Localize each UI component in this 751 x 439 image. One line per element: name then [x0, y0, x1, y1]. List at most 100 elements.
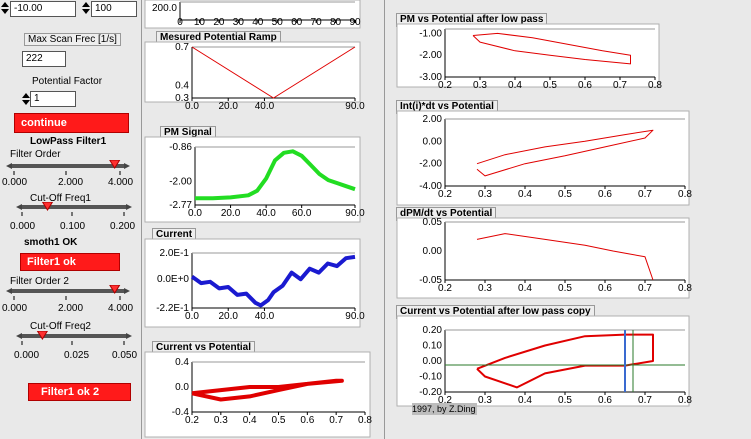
- cvp-axes: [191, 362, 365, 413]
- current-frame: [144, 238, 361, 328]
- top-axis-xtick-4: 40: [252, 17, 264, 28]
- dpm-ytick-1: 0.00: [423, 246, 443, 257]
- cutoff1-thumb[interactable]: [41, 202, 54, 211]
- cvp-lowpass-ytick-1: 0.10: [423, 341, 443, 352]
- ramp-axes: [191, 47, 355, 99]
- dpm-series-line: [476, 233, 654, 281]
- int-series-line: [476, 129, 654, 177]
- filter-order2-tick-1: 2.000: [58, 303, 84, 314]
- ramp-series-line: [191, 46, 356, 99]
- cutoff2-label: Cut-Off Freq2: [30, 321, 91, 332]
- int-xtick-2: 0.4: [518, 189, 532, 200]
- cutoff2-tick-1: 0.025: [64, 350, 90, 361]
- dpm-xtick-4: 0.6: [598, 283, 612, 294]
- cutoff2-thumb[interactable]: [36, 331, 48, 340]
- potential-factor-label: Potential Factor: [32, 76, 103, 87]
- cvp-ytick-2: -0.4: [172, 407, 190, 418]
- ramp-xtick-3: 90.0: [345, 101, 365, 112]
- filter-order-tick-1: 2.000: [58, 177, 84, 188]
- int-xtick-5: 0.7: [638, 189, 652, 200]
- dpm-xtick-2: 0.4: [518, 283, 532, 294]
- filter-order-tick-2: 4.000: [108, 177, 134, 188]
- int-ytick-3: -4.00: [419, 181, 442, 192]
- dpm-xtick-5: 0.7: [638, 283, 652, 294]
- top-axis-xtick-8: 80: [330, 17, 342, 28]
- ramp-ytick-1: 0.4: [175, 80, 189, 91]
- ramp-frame: [144, 41, 361, 103]
- top-axis-frame: [144, 0, 361, 29]
- cvp-lowpass-xtick-6: 0.8: [678, 395, 692, 406]
- smoth1-label: smoth1 OK: [24, 237, 78, 248]
- filter-order2-thumb[interactable]: [109, 285, 121, 294]
- cvp-xtick-6: 0.8: [358, 415, 372, 426]
- cvp-lowpass-ytick-4: -0.20: [419, 387, 442, 398]
- top-left-stepper-up[interactable]: [1, 2, 9, 14]
- top-axis-xtick-9: 90: [349, 17, 361, 28]
- pm-lowpass-xtick-5: 0.7: [613, 80, 627, 91]
- cvp-ytick-1: 0.0: [175, 382, 189, 393]
- dpm-xtick-3: 0.5: [558, 283, 572, 294]
- filter-order2-slider[interactable]: [4, 285, 139, 311]
- max-scan-label: Max Scan Frec [1/s]: [24, 33, 121, 46]
- int-ytick-0: 2.00: [423, 114, 443, 125]
- cutoff1-tick-2: 0.200: [110, 221, 136, 232]
- pm-lowpass-xtick-1: 0.3: [473, 80, 487, 91]
- cvp-lowpass-xtick-1: 0.3: [478, 395, 492, 406]
- footer-text: 1997, by Z.Ding: [412, 404, 476, 414]
- int-ytick-1: 0.00: [423, 136, 443, 147]
- footer-label: 1997, by Z.Ding: [412, 403, 477, 415]
- filter-order2-tick-2: 4.000: [108, 303, 134, 314]
- cvp-xtick-1: 0.3: [214, 415, 228, 426]
- pm-xtick-1: 20.0: [221, 208, 241, 219]
- int-xtick-3: 0.5: [558, 189, 572, 200]
- cvp-lowpass-xtick-2: 0.4: [518, 395, 532, 406]
- int-xtick-0: 0.2: [438, 189, 452, 200]
- left-value-field[interactable]: -10.00: [10, 1, 76, 17]
- pm-lowpass-xtick-0: 0.2: [438, 80, 452, 91]
- cutoff1-slider[interactable]: [14, 202, 139, 228]
- cvp-xtick-3: 0.5: [272, 415, 286, 426]
- pm-lowpass-xtick-2: 0.4: [508, 80, 522, 91]
- filter-order2-label: Filter Order 2: [10, 276, 69, 287]
- top-axis-axes: [179, 2, 355, 21]
- filter1-ok2-button[interactable]: Filter1 ok 2: [28, 383, 131, 401]
- dpm-xtick-0: 0.2: [438, 283, 452, 294]
- cvp-xtick-4: 0.6: [300, 415, 314, 426]
- dpm-title: dPM/dt vs Potential: [396, 207, 497, 221]
- dpm-xtick-1: 0.3: [478, 283, 492, 294]
- column-divider: [141, 0, 142, 439]
- cvp-title: Current vs Potential: [152, 341, 256, 355]
- potential-factor-field[interactable]: 1: [30, 91, 76, 107]
- cutoff2-slider[interactable]: [14, 331, 139, 355]
- int-axes: [444, 119, 685, 187]
- cvp-xtick-0: 0.2: [185, 415, 199, 426]
- ramp-title: Mesured Potential Ramp: [156, 31, 281, 45]
- pm-lowpass-axes: [444, 29, 655, 78]
- pm-lowpass-title: PM vs Potential after low pass: [396, 13, 548, 27]
- potential-factor-stepper[interactable]: [22, 93, 30, 105]
- continue-button[interactable]: continue: [14, 113, 129, 133]
- cvp-series-line: [191, 378, 344, 402]
- cvp-lowpass-axes: [444, 330, 685, 393]
- filter-order2-tick-0: 0.000: [2, 303, 28, 314]
- current-xtick-0: 0.0: [185, 311, 199, 322]
- cvp-lowpass-frame: [396, 315, 690, 407]
- right-value-field[interactable]: 100: [91, 1, 137, 17]
- right-stepper[interactable]: [82, 2, 90, 14]
- filter-order-tick-0: 0.000: [2, 177, 28, 188]
- filter-order-slider[interactable]: [4, 160, 139, 188]
- cutoff1-label: Cut-Off Freq1: [30, 193, 91, 204]
- max-scan-field[interactable]: 222: [22, 51, 66, 67]
- cvp-lowpass-ytick-2: 0.00: [423, 356, 443, 367]
- filter-order-thumb[interactable]: [109, 160, 121, 169]
- current-axes: [191, 253, 355, 309]
- current-ytick-2: -2.2E-1: [156, 303, 189, 314]
- pm-lowpass-xtick-6: 0.8: [648, 80, 662, 91]
- cutoff1-tick-0: 0.000: [10, 221, 36, 232]
- pm-axes: [194, 147, 355, 206]
- ramp-xtick-2: 40.0: [255, 101, 275, 112]
- filter1-ok-button[interactable]: Filter1 ok: [20, 253, 120, 271]
- cvp-lowpass-xtick-5: 0.7: [638, 395, 652, 406]
- current-title: Current: [152, 228, 197, 242]
- current-ytick-1: 0.0E+0: [157, 274, 189, 285]
